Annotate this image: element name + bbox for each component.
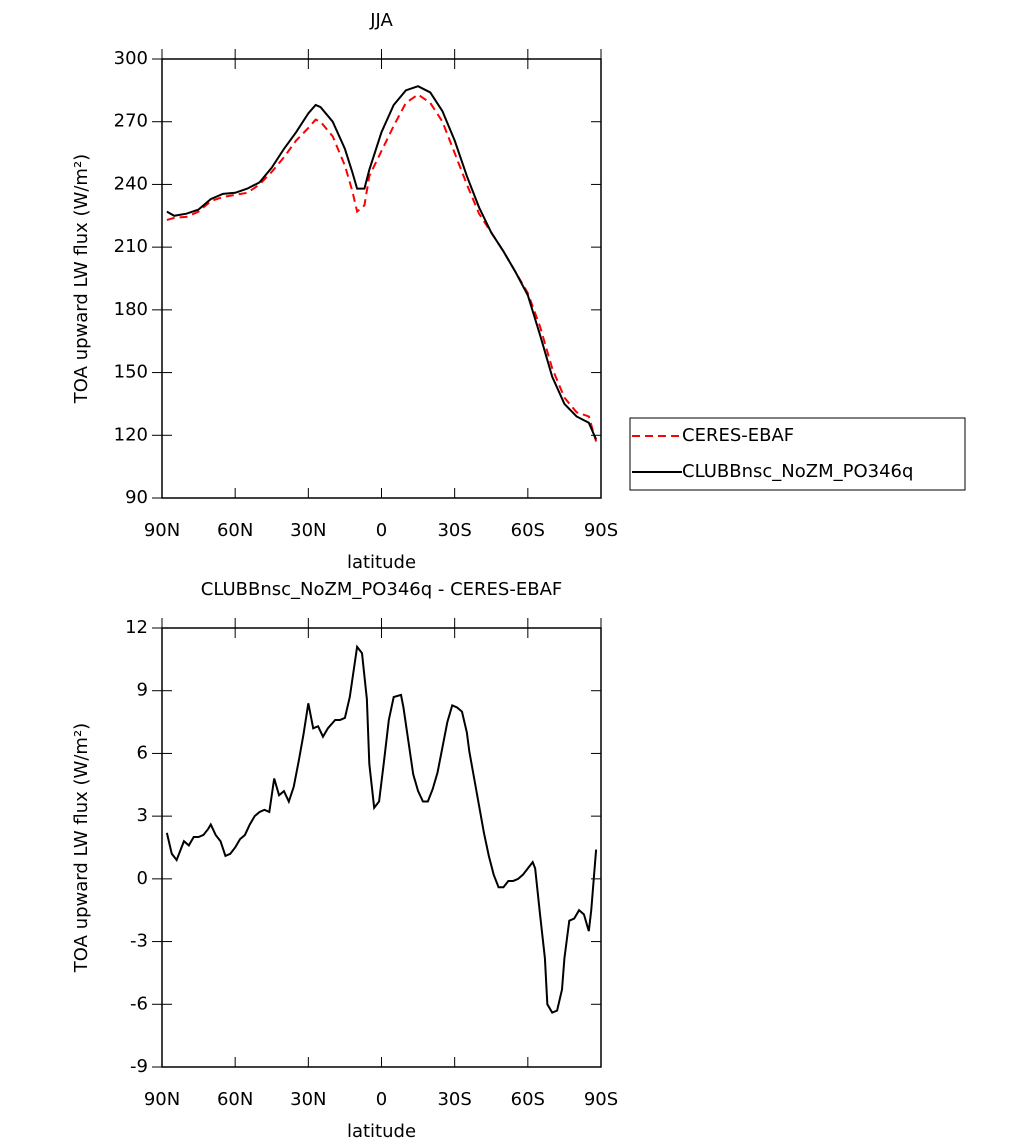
y-tick-label: -9 xyxy=(130,1056,148,1077)
x-tick-label: 90N xyxy=(144,520,180,541)
chart-title: JJA xyxy=(369,10,393,31)
legend-box xyxy=(629,417,966,491)
x-tick-label: 60N xyxy=(217,520,253,541)
y-tick-label: 210 xyxy=(114,236,148,257)
x-tick-label: 60N xyxy=(217,1089,253,1110)
y-axis-label: TOA upward LW flux (W/m²) xyxy=(71,723,92,973)
x-tick-label: 0 xyxy=(376,520,387,541)
x-tick-label: 90S xyxy=(584,1089,618,1110)
y-tick-label: 300 xyxy=(114,48,148,69)
y-tick-label: -6 xyxy=(130,993,148,1014)
y-tick-label: 6 xyxy=(137,742,148,763)
chart-title: CLUBBnsc_NoZM_PO346q - CERES-EBAF xyxy=(201,579,562,600)
data-line xyxy=(166,93,598,442)
y-tick-label: 240 xyxy=(114,173,148,194)
legend-label: CERES-EBAF xyxy=(682,425,794,446)
plot-frame xyxy=(161,58,602,499)
x-tick-label: 30S xyxy=(437,520,471,541)
y-tick-label: 90 xyxy=(125,487,148,508)
x-tick-label: 60S xyxy=(511,520,545,541)
x-tick-label: 90N xyxy=(144,1089,180,1110)
y-tick-label: 0 xyxy=(137,868,148,889)
x-tick-label: 30N xyxy=(290,520,326,541)
y-tick-label: 270 xyxy=(114,111,148,132)
x-tick-label: 30N xyxy=(290,1089,326,1110)
y-tick-label: 9 xyxy=(137,680,148,701)
y-tick-label: 12 xyxy=(125,617,148,638)
x-tick-label: 90S xyxy=(584,520,618,541)
y-tick-label: 150 xyxy=(114,362,148,383)
x-tick-label: 0 xyxy=(376,1089,387,1110)
data-line xyxy=(166,85,598,440)
legend-label: CLUBBnsc_NoZM_PO346q xyxy=(682,461,913,482)
x-axis-label: latitude xyxy=(347,552,416,573)
y-tick-label: 120 xyxy=(114,424,148,445)
y-tick-label: 3 xyxy=(137,805,148,826)
y-tick-label: -3 xyxy=(130,931,148,952)
x-tick-label: 30S xyxy=(437,1089,471,1110)
plot-frame xyxy=(161,627,602,1068)
y-axis-label: TOA upward LW flux (W/m²) xyxy=(71,154,92,404)
y-tick-label: 180 xyxy=(114,299,148,320)
x-tick-label: 60S xyxy=(511,1089,545,1110)
data-line xyxy=(165,644,598,1014)
x-axis-label: latitude xyxy=(347,1121,416,1142)
